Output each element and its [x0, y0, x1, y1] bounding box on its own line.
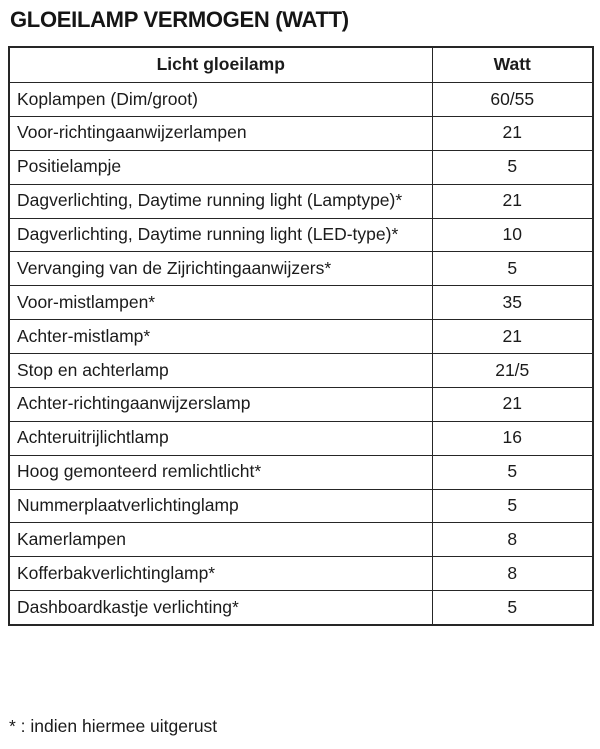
lamp-type-cell: Dagverlichting, Daytime running light (L… — [8, 183, 433, 219]
watt-value-cell: 21 — [431, 386, 594, 422]
table-body: Koplampen (Dim/groot) 60/55 Voor-richtin… — [8, 82, 594, 626]
table-row: Positielampje 5 — [8, 149, 594, 185]
lamp-type-cell: Hoog gemonteerd remlichtlicht* — [8, 454, 433, 490]
lamp-type-cell: Nummerplaatverlichtinglamp — [8, 488, 433, 524]
watt-value-cell: 5 — [431, 454, 594, 490]
watt-value-cell: 21 — [431, 115, 594, 151]
bulb-wattage-table: Licht gloeilamp Watt Koplampen (Dim/groo… — [8, 46, 594, 626]
table-row: Achteruitrijlichtlamp 16 — [8, 420, 594, 456]
lamp-type-cell: Stop en achterlamp — [8, 353, 433, 388]
watt-value-cell: 21/5 — [431, 353, 594, 388]
table-row: Vervanging van de Zijrichtingaanwijzers*… — [8, 251, 594, 287]
page-title: GLOEILAMP VERMOGEN (WATT) — [10, 7, 349, 32]
lamp-type-cell: Achter-richtingaanwijzerslamp — [8, 386, 433, 422]
lamp-type-cell: Achter-mistlamp* — [8, 319, 433, 354]
table-row: Stop en achterlamp 21/5 — [8, 353, 594, 388]
table-row: Koplampen (Dim/groot) 60/55 — [8, 82, 594, 117]
lamp-type-cell: Vervanging van de Zijrichtingaanwijzers* — [8, 251, 433, 287]
watt-value-cell: 60/55 — [431, 82, 594, 117]
table-header-row: Licht gloeilamp Watt — [8, 46, 594, 83]
watt-value-cell: 5 — [431, 149, 594, 185]
lamp-type-cell: Voor-mistlampen* — [8, 285, 433, 321]
watt-value-cell: 5 — [431, 251, 594, 287]
watt-value-cell: 8 — [431, 522, 594, 558]
lamp-type-cell: Kofferbakverlichtinglamp* — [8, 556, 433, 592]
table-row: Dagverlichting, Daytime running light (L… — [8, 217, 594, 253]
asterisk-footnote: * : indien hiermee uitgerust — [9, 716, 218, 736]
watt-value-cell: 10 — [431, 217, 594, 253]
lamp-type-cell: Achteruitrijlichtlamp — [8, 420, 433, 456]
lamp-type-cell: Dashboardkastje verlichting* — [8, 590, 433, 626]
column-header-watt: Watt — [431, 46, 594, 83]
watt-value-cell: 5 — [431, 590, 594, 626]
column-header-lamp: Licht gloeilamp — [8, 46, 433, 83]
table-row: Achter-mistlamp* 21 — [8, 319, 594, 354]
table-row: Dagverlichting, Daytime running light (L… — [8, 183, 594, 219]
watt-value-cell: 8 — [431, 556, 594, 592]
table-row: Voor-richtingaanwijzerlampen 21 — [8, 115, 594, 151]
watt-value-cell: 5 — [431, 488, 594, 524]
lamp-type-cell: Dagverlichting, Daytime running light (L… — [8, 217, 433, 253]
table-row: Kofferbakverlichtinglamp* 8 — [8, 556, 594, 592]
watt-value-cell: 16 — [431, 420, 594, 456]
watt-value-cell: 35 — [431, 285, 594, 321]
lamp-type-cell: Kamerlampen — [8, 522, 433, 558]
lamp-type-cell: Positielampje — [8, 149, 433, 185]
table-row: Achter-richtingaanwijzerslamp 21 — [8, 386, 594, 422]
table-row: Voor-mistlampen* 35 — [8, 285, 594, 321]
lamp-type-cell: Voor-richtingaanwijzerlampen — [8, 115, 433, 151]
table-row: Kamerlampen 8 — [8, 522, 594, 558]
watt-value-cell: 21 — [431, 319, 594, 354]
lamp-type-cell: Koplampen (Dim/groot) — [8, 82, 433, 117]
table-row: Nummerplaatverlichtinglamp 5 — [8, 488, 594, 524]
watt-value-cell: 21 — [431, 183, 594, 219]
table-row: Hoog gemonteerd remlichtlicht* 5 — [8, 454, 594, 490]
table-row: Dashboardkastje verlichting* 5 — [8, 590, 594, 626]
